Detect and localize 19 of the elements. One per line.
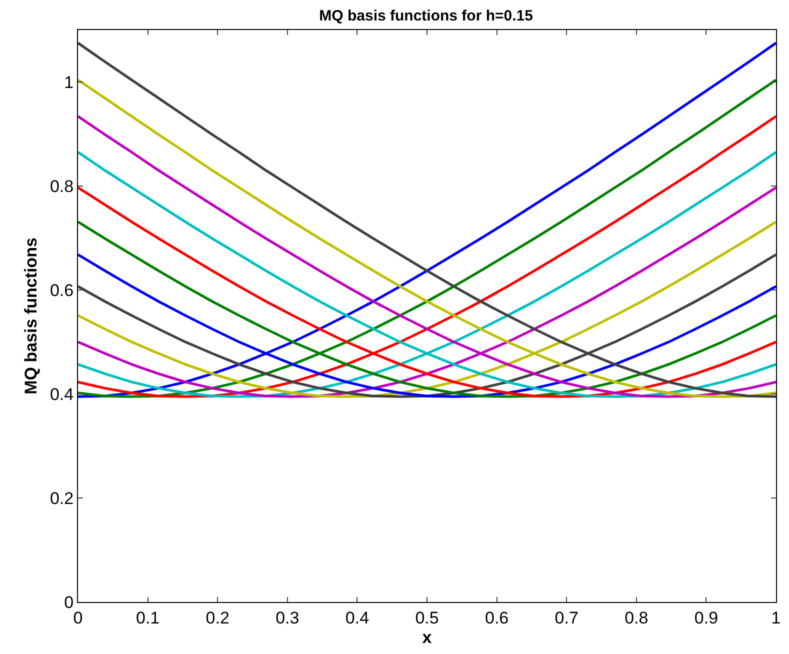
y-tick-label: 0.4 xyxy=(50,384,74,404)
y-tick-label: 0.8 xyxy=(50,176,74,196)
y-tick-label: 0.2 xyxy=(50,488,74,508)
chart-title: MQ basis functions for h=0.15 xyxy=(319,7,533,24)
y-tick-label: 0.6 xyxy=(50,280,74,300)
x-tick-label: 0.2 xyxy=(206,608,230,628)
x-tick-label: 0.6 xyxy=(484,608,509,628)
y-tick-label: 1 xyxy=(64,72,74,92)
x-axis-title: x xyxy=(422,628,432,647)
x-tick-label: 0.3 xyxy=(276,608,300,628)
x-tick-label: 0.1 xyxy=(136,608,160,628)
x-tick-label: 0.5 xyxy=(415,608,439,628)
y-tick-label: 0 xyxy=(64,592,74,612)
x-tick-label: 0.7 xyxy=(554,608,578,628)
x-tick-label: 1 xyxy=(771,608,781,628)
y-axis-title: MQ basis functions xyxy=(22,238,41,394)
x-tick-label: 0.8 xyxy=(624,608,648,628)
x-tick-label: 0.9 xyxy=(694,608,718,628)
x-tick-label: 0.4 xyxy=(345,608,370,628)
